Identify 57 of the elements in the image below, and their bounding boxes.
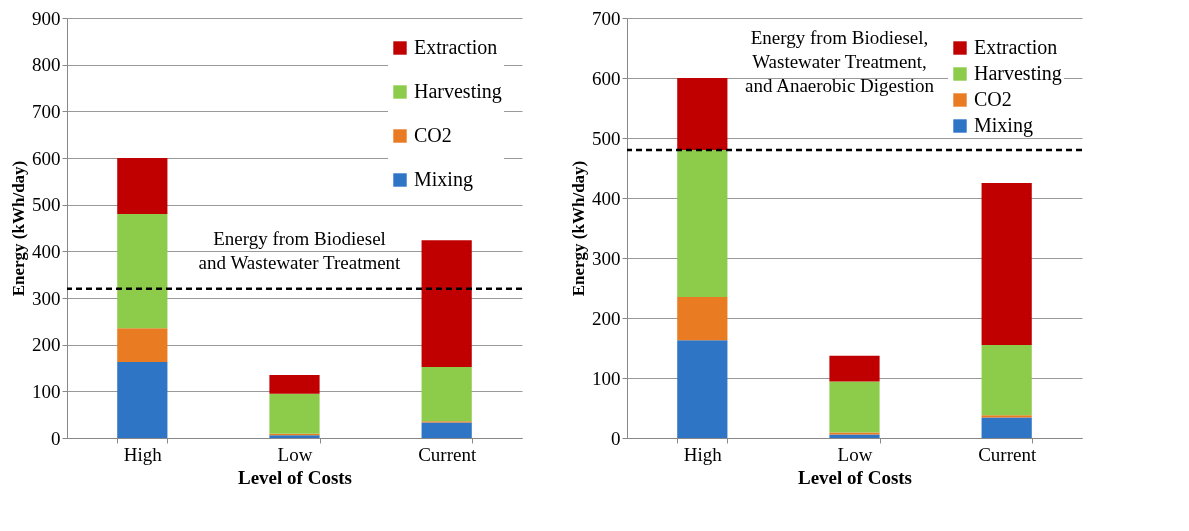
bar (981, 183, 1032, 345)
y-axis-title: Energy (kWh/day) (569, 160, 588, 297)
bar (117, 328, 168, 362)
y-tick-label: 0 (51, 427, 61, 449)
y-tick-label: 100 (592, 367, 621, 389)
x-tick-label: Low (277, 443, 313, 465)
y-tick-label: 200 (32, 334, 61, 356)
bar (829, 381, 880, 433)
bar (677, 78, 728, 150)
bar (677, 150, 728, 297)
y-tick-label: 500 (592, 127, 621, 149)
y-tick-label: 0 (611, 427, 621, 449)
bar (677, 340, 728, 438)
y-tick-label: 400 (32, 240, 61, 262)
y-tick-label: 700 (32, 100, 61, 122)
bar (981, 415, 1032, 418)
bar (829, 355, 880, 382)
y-tick-label: 600 (592, 67, 621, 89)
bar (981, 417, 1032, 438)
x-tick-label: High (683, 443, 723, 465)
y-tick-label: 300 (592, 247, 621, 269)
legend-label: Extraction (974, 36, 1058, 58)
bar (421, 240, 472, 368)
y-tick-label: 200 (592, 307, 621, 329)
x-tick-label: Low (837, 443, 873, 465)
y-tick-label: 900 (32, 7, 61, 29)
ref-line-label: Energy from Biodiesel and Wastewater Treatment (198, 227, 402, 273)
legend-label: Harvesting (974, 62, 1062, 85)
bar (677, 297, 728, 341)
y-tick-label: 600 (32, 147, 61, 169)
ref-line-label: Energy from Biodiesel, Wastewater Treatment, and Anaerobic Digestion (745, 27, 935, 96)
bar (117, 361, 168, 438)
legend-label: Mixing (414, 168, 473, 191)
x-tick-label: Current (418, 443, 477, 465)
bar (269, 393, 320, 434)
bar (117, 214, 168, 329)
legend-label: Extraction (414, 36, 498, 58)
bar (981, 345, 1032, 416)
y-tick-label: 700 (592, 7, 621, 29)
x-tick-label: High (123, 443, 163, 465)
y-axis-title: Energy (kWh/day) (9, 160, 28, 297)
y-tick-label: 100 (32, 380, 61, 402)
legend-label: CO2 (974, 88, 1012, 110)
y-tick-label: 300 (32, 287, 61, 309)
y-tick-label: 400 (592, 187, 621, 209)
bar (421, 367, 472, 422)
legend-label: Mixing (974, 114, 1033, 137)
legend-label: CO2 (414, 124, 452, 146)
x-axis-title: Level of Costs (238, 466, 352, 488)
y-tick-label: 800 (32, 54, 61, 76)
legend-label: Harvesting (414, 80, 502, 103)
x-tick-label: Current (978, 443, 1037, 465)
bar (117, 158, 168, 214)
bar (421, 422, 472, 438)
bar (269, 375, 320, 394)
y-tick-label: 500 (32, 194, 61, 216)
x-axis-title: Level of Costs (798, 466, 912, 488)
